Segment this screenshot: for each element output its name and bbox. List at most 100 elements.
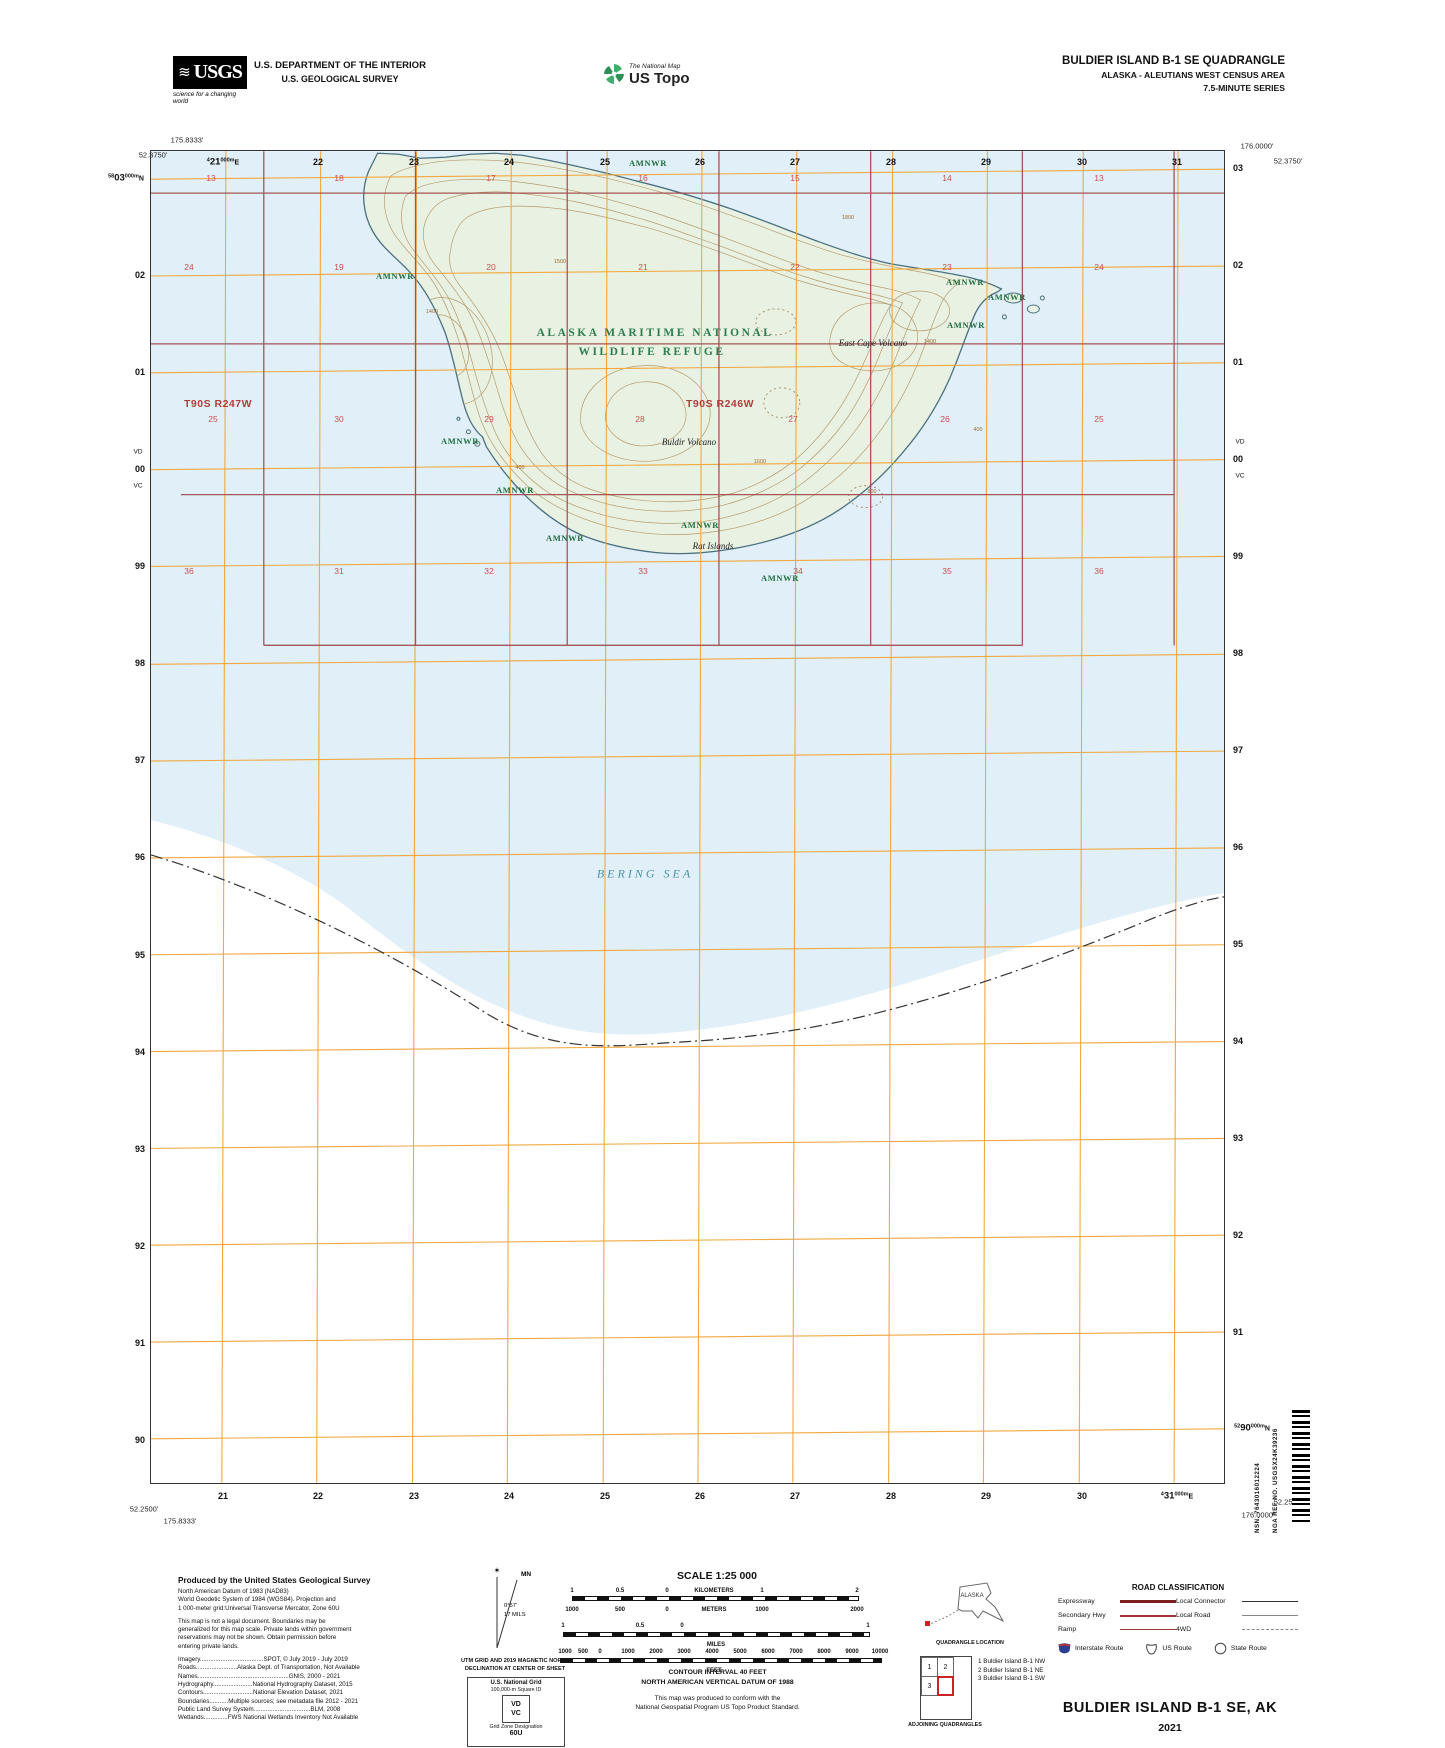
road-classification-title: ROAD CLASSIFICATION	[1131, 1583, 1225, 1592]
usng-gzd-value: 60U	[509, 1730, 523, 1737]
label-coord: 175.8333'	[170, 135, 204, 145]
credit-line: Public Land Survey System...............…	[178, 1705, 341, 1713]
label-scale: 500	[614, 1607, 626, 1613]
label-scale: 0	[665, 1588, 669, 1594]
produced-by-title: Produced by the United States Geological…	[178, 1576, 371, 1585]
label-gridnum: 97	[1232, 745, 1244, 755]
label-gridnum: 92	[1232, 1230, 1244, 1240]
label-gridnum: 99	[1232, 551, 1244, 561]
declination-degrees: 0°57'	[504, 1603, 517, 1609]
usng-square-label: 100,000-m Square ID	[490, 1687, 542, 1693]
label-gridnum: 00	[134, 464, 146, 474]
usgs-logo: ≋ USGS	[173, 56, 247, 89]
miles-bar	[563, 1632, 870, 1637]
bering-sea-area	[151, 151, 1224, 1035]
label-gridnum: 26	[694, 1491, 706, 1501]
label-gridnum: 93	[134, 1144, 146, 1154]
label-scale: 1	[570, 1588, 574, 1594]
label-gridnum: 21	[217, 1491, 229, 1501]
data-limit-line	[151, 854, 1224, 1047]
label-vdvc: VD	[133, 448, 143, 456]
adjoining-cell-2: 2	[937, 1657, 954, 1677]
adjoining-legend-line: 2 Buldier Island B-1 NE	[978, 1666, 1044, 1674]
road-label-4wd: 4WD	[1176, 1626, 1192, 1633]
adjoining-legend: 1 Buldier Island B-1 NW 2 Buldier Island …	[978, 1658, 1045, 1684]
label-gridnum: 91	[134, 1338, 146, 1348]
label-scale: 0	[598, 1649, 602, 1655]
label-scale: 1000	[558, 1649, 572, 1655]
label-gridnum: 01	[1232, 357, 1244, 367]
label-gridnum: 94	[1232, 1036, 1244, 1046]
credit-line: Imagery.................................…	[178, 1656, 348, 1664]
declination-caption: UTM GRID AND 2019 MAGNETIC NORTH DECLINA…	[455, 1657, 575, 1673]
declination-diagram: ✶ MN 0°57' 17 MILS	[494, 1566, 531, 1649]
quad-title-block: BULDIER ISLAND B-1 SE QUADRANGLE ALASKA …	[985, 55, 1285, 93]
state-route-label: State Route	[1230, 1645, 1267, 1652]
label-gridnum: 97	[134, 755, 146, 765]
label-gridnum: 98	[1232, 648, 1244, 658]
label-scale: 0	[680, 1623, 684, 1629]
conform-note: This map was produced to conform with th…	[654, 1695, 781, 1702]
label-coord: 52.2500'	[129, 1504, 159, 1514]
road-label-expressway: Expressway	[1058, 1598, 1095, 1605]
label-scale: METERS	[701, 1607, 727, 1613]
credit-line: Roads........................Alaska Dept…	[178, 1664, 360, 1672]
label-vdvc: VC	[133, 482, 143, 490]
label-scale: 0	[665, 1607, 669, 1613]
datum-line: North American Datum of 1983 (NAD83)	[178, 1588, 289, 1595]
road-label-secondary: Secondary Hwy	[1058, 1612, 1106, 1619]
legal-lines: This map is not a legal document. Bounda…	[178, 1618, 440, 1651]
quad-title: BULDIER ISLAND B-1 SE QUADRANGLE	[1062, 55, 1285, 67]
label-gridnum: 28	[885, 1491, 897, 1501]
label-gridnum: 95	[1232, 939, 1244, 949]
produced-by-block: Produced by the United States Geological…	[178, 1576, 440, 1727]
credit-line: Contours.............................Nat…	[178, 1689, 344, 1697]
label-scale: 4000	[705, 1649, 719, 1655]
road-label-local-road: Local Road	[1176, 1612, 1211, 1619]
datum-line: World Geodetic System of 1984 (WGS84). P…	[178, 1596, 336, 1604]
contour-lines	[384, 159, 961, 535]
label-scale: 8000	[817, 1649, 831, 1655]
label-scale: KILOMETERS	[694, 1588, 734, 1594]
label-coord: 176.0000'	[1240, 141, 1274, 151]
plss-lines	[151, 151, 1224, 646]
contour-note: NORTH AMERICAN VERTICAL DATUM OF 1988	[641, 1679, 794, 1686]
quad-location-marker	[925, 1621, 930, 1626]
label-gridnum: 92	[134, 1241, 146, 1251]
usng-id-1: VD	[511, 1701, 521, 1708]
us-route-label: US Route	[1162, 1645, 1192, 1652]
usng-id-2: VC	[511, 1710, 521, 1717]
contour-notes: CONTOUR INTERVAL 40 FEET NORTH AMERICAN V…	[570, 1668, 865, 1688]
feet-bar	[560, 1658, 882, 1663]
expressway-line-sample	[1120, 1600, 1176, 1603]
adjoining-grid: 1 2 3	[920, 1656, 972, 1720]
label-gridnum: 431000mE	[1160, 1490, 1194, 1502]
label-coord: 52.3750'	[1273, 156, 1303, 166]
credit-line: Hydrography.......................Nation…	[178, 1680, 353, 1688]
dept-line2: U.S. GEOLOGICAL SURVEY	[281, 74, 399, 84]
label-scale: 1000	[621, 1649, 635, 1655]
secondary-line-sample	[1120, 1614, 1176, 1617]
adjoining-legend-line: 3 Buldier Island B-1 SW	[978, 1675, 1045, 1682]
usng-box: U.S. National Grid 100,000-m Square ID V…	[467, 1677, 565, 1747]
quad-subtitle: ALASKA - ALEUTIANS WEST CENSUS AREA	[1101, 70, 1285, 80]
label-gridnum: 22	[312, 1491, 324, 1501]
credit-line: Names...................................…	[178, 1672, 341, 1680]
usng-title: U.S. National Grid	[490, 1680, 542, 1686]
conform-notes: This map was produced to conform with th…	[570, 1694, 865, 1712]
usgs-tagline: science for a changing world	[173, 91, 237, 105]
adjoining-legend-line: 1 Buldier Island B-1 NW	[978, 1658, 1046, 1665]
label-gridnum: 23	[408, 1491, 420, 1501]
interstate-shield-icon	[1058, 1643, 1071, 1654]
us-route-shield-icon	[1146, 1643, 1158, 1654]
datum-lines: North American Datum of 1983 (NAD83) Worl…	[178, 1588, 440, 1613]
contour-note: CONTOUR INTERVAL 40 FEET	[668, 1669, 767, 1676]
label-gridnum: 95	[134, 950, 146, 960]
label-gridnum: 24	[503, 1491, 515, 1501]
national-map-label: The National Map	[629, 63, 681, 70]
alaska-label: ALASKA	[960, 1593, 983, 1599]
label-scale: 7000	[789, 1649, 803, 1655]
label-scale: 5000	[733, 1649, 747, 1655]
interstate-route-label: Interstate Route	[1075, 1645, 1124, 1652]
credit-lines: Imagery.................................…	[178, 1656, 440, 1722]
